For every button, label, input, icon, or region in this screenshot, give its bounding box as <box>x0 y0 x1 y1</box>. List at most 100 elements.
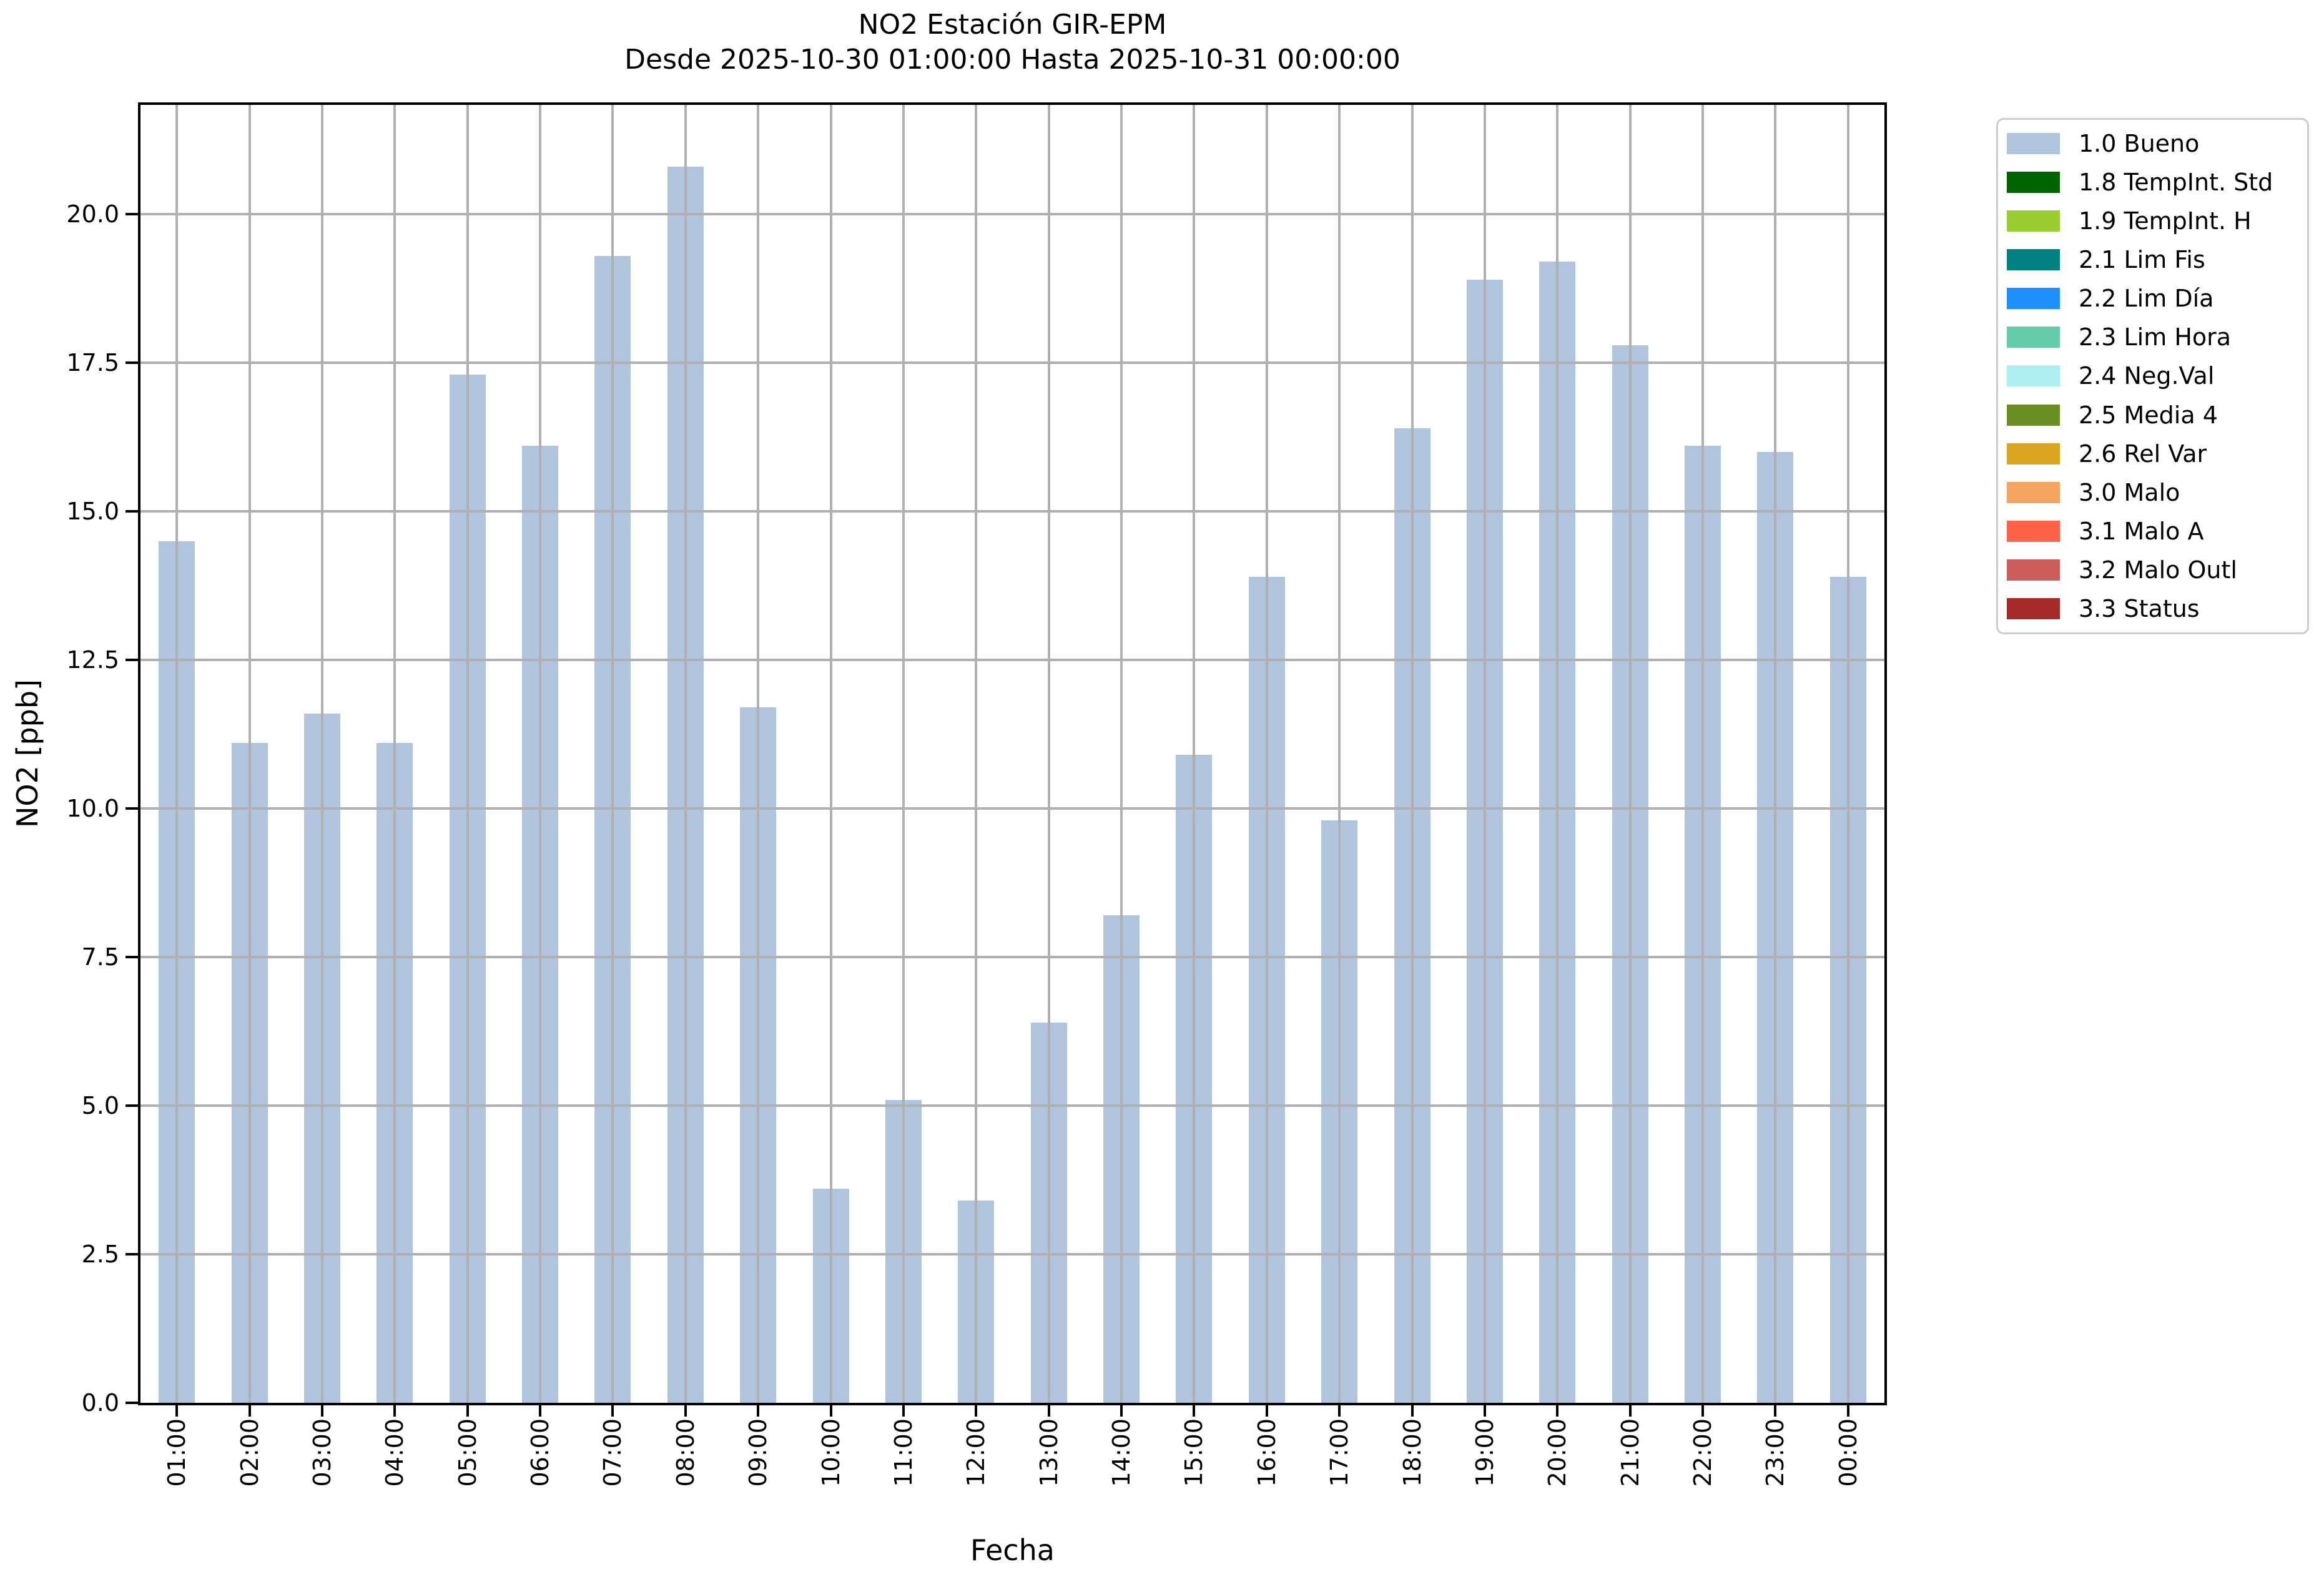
legend-label: 1.9 TempInt. H <box>2079 207 2252 235</box>
chart-title: NO2 Estación GIR-EPM Desde 2025-10-30 01… <box>140 7 1884 77</box>
x-tick-label-text: 23:00 <box>1761 1418 1790 1487</box>
h-gridline-17.5 <box>140 361 1884 365</box>
y-tick-17.5 <box>126 361 138 365</box>
legend-item: 2.3 Lim Hora <box>2007 318 2301 356</box>
y-tick-label: 2.5 <box>81 1241 119 1269</box>
v-gridline-1300 <box>1047 105 1050 1403</box>
x-tick-label-text: 10:00 <box>817 1418 845 1487</box>
legend-item: 1.9 TempInt. H <box>2007 202 2301 240</box>
v-gridline-1000 <box>829 105 832 1403</box>
y-tick-label: 15.0 <box>66 498 119 526</box>
v-gridline-1500 <box>1193 105 1196 1403</box>
h-gridline-7.5 <box>140 956 1884 959</box>
v-gridline-1700 <box>1338 105 1341 1403</box>
y-tick-10 <box>126 807 138 810</box>
v-gridline-1400 <box>1120 105 1123 1403</box>
x-tick-label-text: 02:00 <box>235 1418 263 1487</box>
y-tick-0 <box>126 1402 138 1404</box>
legend-swatch <box>2007 597 2060 619</box>
x-tick-label-text: 22:00 <box>1689 1418 1717 1487</box>
v-gridline-0500 <box>466 105 469 1403</box>
v-gridline-1100 <box>902 105 905 1403</box>
x-tick-0600 <box>539 1405 542 1417</box>
v-gridline-0200 <box>248 105 251 1403</box>
y-tick-label: 7.5 <box>81 943 119 971</box>
x-tick-1800 <box>1411 1405 1414 1417</box>
x-tick-2200 <box>1701 1405 1705 1417</box>
legend-swatch <box>2007 520 2060 542</box>
legend-label: 3.2 Malo Outl <box>2079 556 2237 584</box>
legend-label: 2.5 Media 4 <box>2079 401 2218 429</box>
x-tick-0200 <box>248 1405 251 1417</box>
v-gridline-1600 <box>1265 105 1268 1403</box>
legend-label: 3.1 Malo A <box>2079 517 2204 545</box>
legend-item: 3.3 Status <box>2007 590 2301 627</box>
chart-title-line2: Desde 2025-10-30 01:00:00 Hasta 2025-10-… <box>624 44 1401 76</box>
x-tick-2100 <box>1628 1405 1632 1417</box>
h-gridline-15 <box>140 510 1884 513</box>
y-tick-12.5 <box>126 659 138 662</box>
legend-label: 3.3 Status <box>2079 594 2200 622</box>
v-gridline-0700 <box>611 105 614 1403</box>
h-gridline-10 <box>140 807 1884 810</box>
v-gridline-1800 <box>1411 105 1414 1403</box>
legend-item: 2.2 Lim Día <box>2007 280 2301 317</box>
plot-area: 0.0 2.5 5.0 7.5 10.0 12.5 15.0 17.5 20.0 01:00 02:… <box>66 102 1887 1487</box>
legend-swatch <box>2007 288 2060 310</box>
y-tick-2.5 <box>126 1253 138 1256</box>
h-gridline-5 <box>140 1104 1884 1108</box>
x-tick-2300 <box>1774 1405 1777 1417</box>
legend-swatch <box>2007 481 2060 503</box>
x-tick-label-text: 03:00 <box>308 1418 336 1487</box>
v-gridline-0300 <box>320 105 323 1403</box>
x-tick-label-text: 20:00 <box>1544 1418 1572 1487</box>
x-tick-label-text: 17:00 <box>1326 1418 1354 1487</box>
legend-swatch <box>2007 133 2060 155</box>
legend-item: 3.1 Malo A <box>2007 513 2301 550</box>
x-tick-label-text: 08:00 <box>671 1418 699 1487</box>
v-gridline-2100 <box>1628 105 1632 1403</box>
legend-item: 1.0 Bueno <box>2007 125 2301 162</box>
x-tick-label-text: 15:00 <box>1180 1418 1208 1487</box>
x-tick-0700 <box>611 1405 614 1417</box>
x-tick-label-text: 04:00 <box>381 1418 409 1487</box>
y-tick-5 <box>126 1104 138 1108</box>
legend-label: 1.8 TempInt. Std <box>2079 169 2273 197</box>
legend-item: 3.0 Malo <box>2007 474 2301 511</box>
x-tick-label-text: 01:00 <box>163 1418 191 1487</box>
x-tick-0500 <box>466 1405 469 1417</box>
x-tick-0100 <box>175 1405 179 1417</box>
y-tick-label: 17.5 <box>66 349 119 377</box>
h-gridline-2.5 <box>140 1253 1884 1256</box>
x-tick-0000 <box>1846 1405 1849 1417</box>
x-tick-1600 <box>1265 1405 1268 1417</box>
y-tick-label: 12.5 <box>66 646 119 674</box>
x-tick-label-text: 14:00 <box>1108 1418 1136 1487</box>
x-tick-label-text: 07:00 <box>599 1418 627 1487</box>
x-tick-label-text: 12:00 <box>962 1418 990 1487</box>
y-tick-15 <box>126 510 138 513</box>
legend-label: 2.1 Lim Fis <box>2079 246 2205 274</box>
x-tick-1400 <box>1120 1405 1123 1417</box>
v-gridline-2200 <box>1701 105 1705 1403</box>
x-tick-1700 <box>1338 1405 1341 1417</box>
v-gridline-0400 <box>393 105 396 1403</box>
legend-label: 2.2 Lim Día <box>2079 285 2214 313</box>
x-tick-label-text: 21:00 <box>1616 1418 1644 1487</box>
legend-item: 2.4 Neg.Val <box>2007 357 2301 395</box>
legend-item: 3.2 Malo Outl <box>2007 551 2301 589</box>
x-tick-0300 <box>320 1405 323 1417</box>
legend-swatch <box>2007 559 2060 581</box>
x-tick-1000 <box>829 1405 832 1417</box>
x-tick-1100 <box>902 1405 905 1417</box>
legend-item: 2.6 Rel Var <box>2007 435 2301 473</box>
v-gridline-0000 <box>1846 105 1849 1403</box>
x-tick-label-text: 00:00 <box>1834 1418 1862 1487</box>
x-tick-label-text: 19:00 <box>1470 1418 1499 1487</box>
legend-item: 2.1 Lim Fis <box>2007 241 2301 278</box>
y-tick-label: 0.0 <box>81 1389 119 1417</box>
legend-item: 2.5 Media 4 <box>2007 396 2301 434</box>
x-tick-1900 <box>1483 1405 1486 1417</box>
legend-swatch <box>2007 327 2060 348</box>
x-tick-label-text: 13:00 <box>1035 1418 1063 1487</box>
